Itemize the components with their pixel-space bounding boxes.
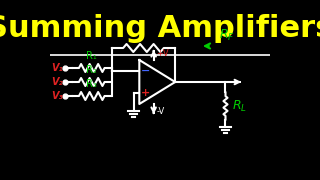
Text: −: − [141,66,150,76]
Text: $R_F$: $R_F$ [219,28,235,43]
Text: +V: +V [156,48,169,57]
Text: $R_L$: $R_L$ [232,98,247,114]
Text: Summing Amplifiers: Summing Amplifiers [0,14,320,42]
Text: +: + [141,88,150,98]
Text: R₁: R₁ [86,51,97,61]
Text: V₂: V₂ [51,77,63,87]
Text: V₁: V₁ [51,63,63,73]
Text: V₃: V₃ [51,91,63,101]
Text: -V: -V [156,107,165,116]
Text: R₃: R₃ [86,79,97,89]
Text: R₂: R₂ [86,65,97,75]
